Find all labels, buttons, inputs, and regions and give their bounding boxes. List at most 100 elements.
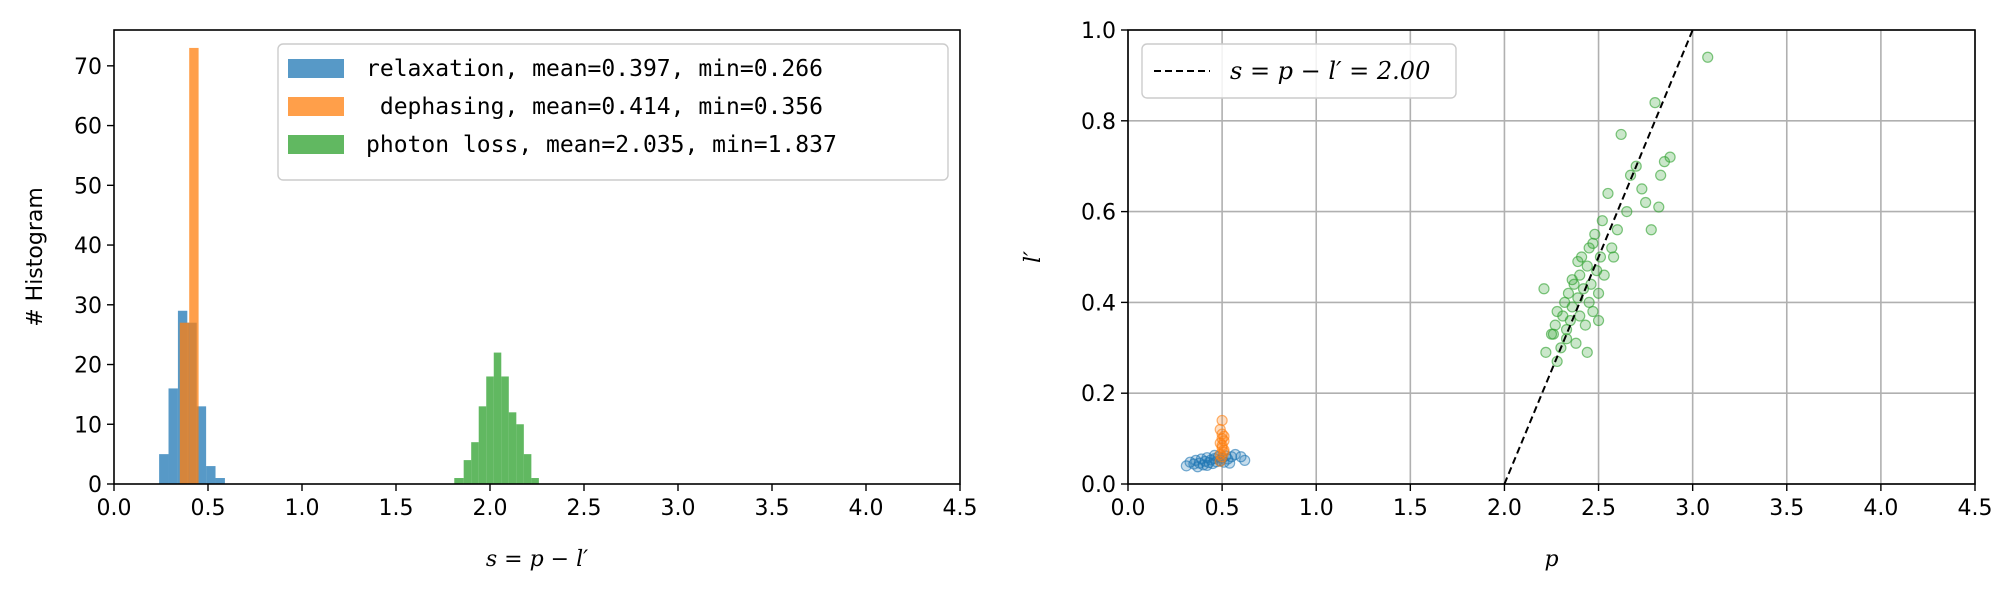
x-tick-label: 0.5 <box>1205 496 1240 521</box>
histogram-bar <box>189 47 199 484</box>
legend: s = p − l′ = 2.00 <box>1141 43 1457 99</box>
plot-frame <box>1127 29 1976 485</box>
scatter-point <box>1645 224 1657 236</box>
x-tick-label: 4.5 <box>943 496 978 521</box>
histogram-bar <box>206 466 216 484</box>
histogram-bar <box>531 478 539 484</box>
y-tick-label: 20 <box>74 354 102 379</box>
x-tick-label: 2.5 <box>1581 496 1616 521</box>
histogram-bar <box>516 424 524 484</box>
x-tick-label: 1.5 <box>379 496 414 521</box>
histogram-bar <box>168 388 178 484</box>
scatter-point <box>1664 151 1676 163</box>
histogram-bar <box>486 376 494 484</box>
y-tick-label: 0.6 <box>1081 201 1116 226</box>
scatter-point <box>1587 305 1599 318</box>
x-tick-label: 0.0 <box>97 496 132 521</box>
scatter-points <box>1180 51 1714 473</box>
legend-swatch <box>288 59 344 78</box>
scatter-panel: 0.0 0.5 1.0 1.5 2.0 2.5 3.0 3.5 4.0 4.5 0.0 0.2 0.4 0… <box>1021 19 1993 572</box>
y-tick-label: 0.8 <box>1081 110 1116 135</box>
y-tick-label: 10 <box>74 413 102 438</box>
legend-label: s = p − l′ = 2.00 <box>1230 57 1430 85</box>
histogram-bar <box>471 442 479 484</box>
histogram-bar <box>179 322 190 484</box>
scatter-point <box>1538 283 1550 295</box>
y-tick-label: 0 <box>88 473 102 498</box>
scatter-point <box>1608 251 1620 263</box>
legend-swatch <box>288 97 344 116</box>
scatter-point <box>1640 196 1652 209</box>
scatter-point <box>1566 274 1578 286</box>
y-tick-label: 60 <box>74 115 102 140</box>
scatter-point <box>1581 346 1593 358</box>
y-axis-label: l′ <box>1021 251 1046 263</box>
scatter-point <box>1585 278 1597 290</box>
scatter-point <box>1549 319 1561 331</box>
legend: relaxation, mean=0.397, min=0.266 dephas… <box>277 43 949 181</box>
scatter-point <box>1596 215 1608 227</box>
y-tick-label: 0.2 <box>1081 382 1116 407</box>
scatter-point <box>1218 430 1230 442</box>
legend-box <box>277 43 949 181</box>
x-tick-label: 3.0 <box>1675 496 1710 521</box>
y-tick-label: 40 <box>74 234 102 259</box>
scatter-point <box>1572 255 1584 268</box>
scatter-point <box>1574 310 1586 322</box>
scatter-point <box>1611 224 1623 236</box>
x-tick-label: 2.0 <box>1487 496 1522 521</box>
scatter-point <box>1560 333 1573 345</box>
x-tick-label: 4.0 <box>1863 496 1898 521</box>
x-tick-label: 1.5 <box>1393 496 1428 521</box>
x-tick-label: 2.0 <box>473 496 508 521</box>
scatter-point <box>1655 169 1667 181</box>
scatter-point <box>1606 242 1618 254</box>
scatter-point <box>1229 448 1241 461</box>
scatter-point <box>1562 287 1575 299</box>
histogram-bar <box>454 478 464 484</box>
scatter-point <box>1579 319 1591 331</box>
legend-label: dephasing, mean=0.414, min=0.356 <box>366 94 823 120</box>
x-tick-label: 4.5 <box>1958 496 1993 521</box>
plot-frame <box>113 29 961 485</box>
scatter-point <box>1239 454 1251 466</box>
scatter-point <box>1592 287 1605 299</box>
histogram-bar <box>523 454 532 484</box>
scatter-point <box>1216 414 1228 427</box>
histogram-bar <box>493 352 502 484</box>
scatter-point <box>1570 337 1582 349</box>
scatter-point <box>1547 328 1559 340</box>
x-tick-label: 3.5 <box>755 496 790 521</box>
histogram-bar <box>215 478 225 484</box>
y-tick-label: 30 <box>74 294 102 319</box>
scatter-point <box>1602 187 1614 200</box>
scatter-point <box>1540 346 1552 358</box>
x-tick-label: 3.0 <box>661 496 696 521</box>
y-tick-label: 0.0 <box>1081 473 1116 498</box>
x-tick-label: 3.5 <box>1769 496 1804 521</box>
histogram-bar <box>463 460 472 484</box>
scatter-point <box>1598 269 1610 281</box>
scatter-point <box>1589 228 1601 240</box>
x-axis-label: s = p − l′ <box>486 547 588 572</box>
histogram-panel: 0.0 0.5 1.0 1.5 2.0 2.5 3.0 3.5 4.0 4.5 0 10 20 30 40 5… <box>23 29 978 572</box>
y-tick-label: 1.0 <box>1081 19 1116 44</box>
histogram-bar <box>508 412 517 484</box>
x-tick-label: 1.0 <box>1299 496 1334 521</box>
scatter-point <box>1702 51 1714 63</box>
x-tick-label: 4.0 <box>849 496 884 521</box>
x-tick-label: 0.5 <box>191 496 226 521</box>
scatter-point <box>1653 201 1665 213</box>
legend-box <box>1141 43 1457 99</box>
reference-line <box>1503 30 1694 484</box>
y-tick-label: 70 <box>74 55 102 80</box>
scatter-point <box>1594 251 1607 263</box>
y-tick-label: 0.4 <box>1081 291 1116 316</box>
x-tick-label: 1.0 <box>285 496 320 521</box>
histogram-bar <box>196 406 207 484</box>
histogram-bar <box>501 376 509 484</box>
y-axis-label: # Histogram <box>23 187 48 327</box>
x-axis-label: p <box>1544 547 1558 572</box>
histogram-bar <box>159 454 169 484</box>
